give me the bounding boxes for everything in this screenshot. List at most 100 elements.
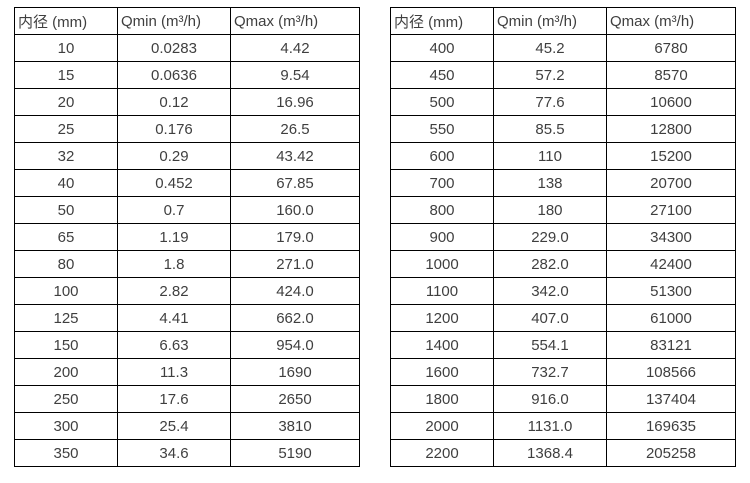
table-cell: 125 <box>14 304 118 332</box>
table-row: 150 6.63 954.0 <box>14 331 360 359</box>
table-cell: 4.42 <box>230 34 360 62</box>
table-cell: 954.0 <box>230 331 360 359</box>
table-cell: 137404 <box>606 385 736 413</box>
table-cell: 4.41 <box>117 304 231 332</box>
table-cell: 108566 <box>606 358 736 386</box>
table-cell: 1600 <box>390 358 494 386</box>
table-cell: 205258 <box>606 439 736 467</box>
table-row: 32 0.29 43.42 <box>14 142 360 170</box>
table-row: 2000 1131.0 169635 <box>390 412 736 440</box>
table-cell: 0.12 <box>117 88 231 116</box>
table-body: 400 45.2 6780 450 57.2 8570 500 77.6 10600 550 85.… <box>390 34 736 467</box>
table-row: 20 0.12 16.96 <box>14 88 360 116</box>
table-cell: 350 <box>14 439 118 467</box>
table-cell: 100 <box>14 277 118 305</box>
table-row: 350 34.6 5190 <box>14 439 360 467</box>
flow-spec-table-small-diameters: 内径 (mm) Qmin (m³/h) Qmax (m³/h) 10 0.0283… <box>14 7 360 467</box>
table-row: 15 0.0636 9.54 <box>14 61 360 89</box>
table-row: 2200 1368.4 205258 <box>390 439 736 467</box>
table-cell: 229.0 <box>493 223 607 251</box>
table-row: 450 57.2 8570 <box>390 61 736 89</box>
table-cell: 138 <box>493 169 607 197</box>
table-header: 内径 (mm) Qmin (m³/h) Qmax (m³/h) <box>14 7 360 35</box>
header-row: 内径 (mm) Qmin (m³/h) Qmax (m³/h) <box>14 7 360 35</box>
table-row: 800 180 27100 <box>390 196 736 224</box>
table-cell: 26.5 <box>230 115 360 143</box>
table-cell: 600 <box>390 142 494 170</box>
table-cell: 271.0 <box>230 250 360 278</box>
table-header: 内径 (mm) Qmin (m³/h) Qmax (m³/h) <box>390 7 736 35</box>
table-cell: 0.452 <box>117 169 231 197</box>
table-cell: 17.6 <box>117 385 231 413</box>
table-cell: 57.2 <box>493 61 607 89</box>
table-cell: 800 <box>390 196 494 224</box>
header-qmax: Qmax (m³/h) <box>606 7 736 35</box>
header-qmax: Qmax (m³/h) <box>230 7 360 35</box>
table-row: 80 1.8 271.0 <box>14 250 360 278</box>
table-cell: 1100 <box>390 277 494 305</box>
table-cell: 10600 <box>606 88 736 116</box>
table-cell: 0.0636 <box>117 61 231 89</box>
table-row: 1400 554.1 83121 <box>390 331 736 359</box>
table-row: 250 17.6 2650 <box>14 385 360 413</box>
table-cell: 15 <box>14 61 118 89</box>
table-cell: 5190 <box>230 439 360 467</box>
table-cell: 424.0 <box>230 277 360 305</box>
table-cell: 85.5 <box>493 115 607 143</box>
table-row: 10 0.0283 4.42 <box>14 34 360 62</box>
table-cell: 83121 <box>606 331 736 359</box>
table-row: 25 0.176 26.5 <box>14 115 360 143</box>
table-cell: 43.42 <box>230 142 360 170</box>
table-cell: 1690 <box>230 358 360 386</box>
table-cell: 27100 <box>606 196 736 224</box>
table-cell: 11.3 <box>117 358 231 386</box>
table-cell: 400 <box>390 34 494 62</box>
table-row: 1800 916.0 137404 <box>390 385 736 413</box>
table-cell: 150 <box>14 331 118 359</box>
table-cell: 9.54 <box>230 61 360 89</box>
table-cell: 180 <box>493 196 607 224</box>
table-cell: 1.19 <box>117 223 231 251</box>
table-cell: 554.1 <box>493 331 607 359</box>
table-cell: 42400 <box>606 250 736 278</box>
table-cell: 2200 <box>390 439 494 467</box>
table-cell: 2650 <box>230 385 360 413</box>
table-cell: 1000 <box>390 250 494 278</box>
table-row: 1000 282.0 42400 <box>390 250 736 278</box>
table-row: 600 110 15200 <box>390 142 736 170</box>
table-cell: 25 <box>14 115 118 143</box>
table-cell: 0.29 <box>117 142 231 170</box>
header-qmin: Qmin (m³/h) <box>117 7 231 35</box>
table-cell: 407.0 <box>493 304 607 332</box>
table-cell: 450 <box>390 61 494 89</box>
table-row: 50 0.7 160.0 <box>14 196 360 224</box>
table-cell: 50 <box>14 196 118 224</box>
table-cell: 32 <box>14 142 118 170</box>
table-cell: 169635 <box>606 412 736 440</box>
table-row: 1200 407.0 61000 <box>390 304 736 332</box>
table-body: 10 0.0283 4.42 15 0.0636 9.54 20 0.12 16.96 25 0.1… <box>14 34 360 467</box>
table-cell: 250 <box>14 385 118 413</box>
table-cell: 67.85 <box>230 169 360 197</box>
header-inner-diameter: 内径 (mm) <box>390 7 494 35</box>
table-cell: 16.96 <box>230 88 360 116</box>
table-cell: 20700 <box>606 169 736 197</box>
table-cell: 700 <box>390 169 494 197</box>
table-cell: 916.0 <box>493 385 607 413</box>
table-row: 200 11.3 1690 <box>14 358 360 386</box>
table-cell: 0.7 <box>117 196 231 224</box>
table-row: 1600 732.7 108566 <box>390 358 736 386</box>
table-row: 500 77.6 10600 <box>390 88 736 116</box>
table-cell: 1368.4 <box>493 439 607 467</box>
table-cell: 61000 <box>606 304 736 332</box>
table-cell: 8570 <box>606 61 736 89</box>
table-row: 900 229.0 34300 <box>390 223 736 251</box>
table-row: 125 4.41 662.0 <box>14 304 360 332</box>
table-cell: 34300 <box>606 223 736 251</box>
table-cell: 0.176 <box>117 115 231 143</box>
table-cell: 77.6 <box>493 88 607 116</box>
table-row: 1100 342.0 51300 <box>390 277 736 305</box>
table-cell: 342.0 <box>493 277 607 305</box>
table-cell: 1800 <box>390 385 494 413</box>
